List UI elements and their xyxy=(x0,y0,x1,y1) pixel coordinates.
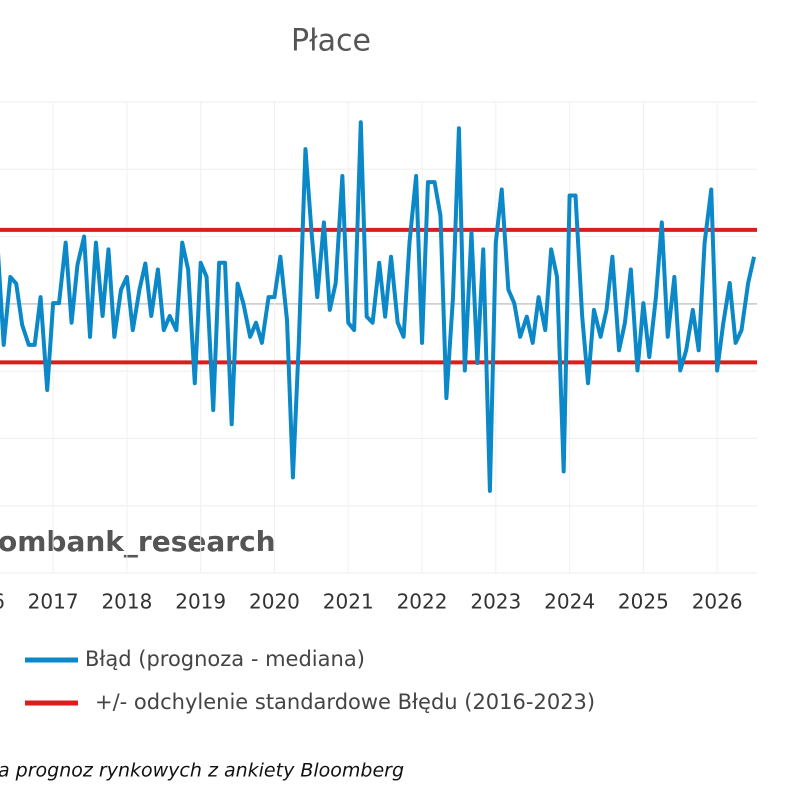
legend-label: Błąd (prognoza - mediana) xyxy=(85,647,365,671)
x-tick-label: 2016 xyxy=(0,590,5,614)
x-tick-label: 2023 xyxy=(470,590,521,614)
x-tick-label: 2025 xyxy=(618,590,669,614)
x-tick-label: 2017 xyxy=(28,590,79,614)
legend-label: +/- odchylenie standardowe Błędu (2016-2… xyxy=(95,690,595,714)
x-tick-label: 2026 xyxy=(692,590,743,614)
x-tick-label: 2020 xyxy=(249,590,300,614)
x-tick-label: 2024 xyxy=(544,590,595,614)
x-tick-label: 2019 xyxy=(175,590,226,614)
data-line xyxy=(0,120,757,493)
x-tick-label: 2018 xyxy=(101,590,152,614)
footnote: a prognoz rynkowych z ankiety Bloomberg xyxy=(0,760,404,782)
x-tick-label: 2021 xyxy=(323,590,374,614)
watermark: ombank_research xyxy=(0,525,276,558)
chart-title: Płace xyxy=(291,24,371,59)
x-tick-label: 2022 xyxy=(397,590,448,614)
